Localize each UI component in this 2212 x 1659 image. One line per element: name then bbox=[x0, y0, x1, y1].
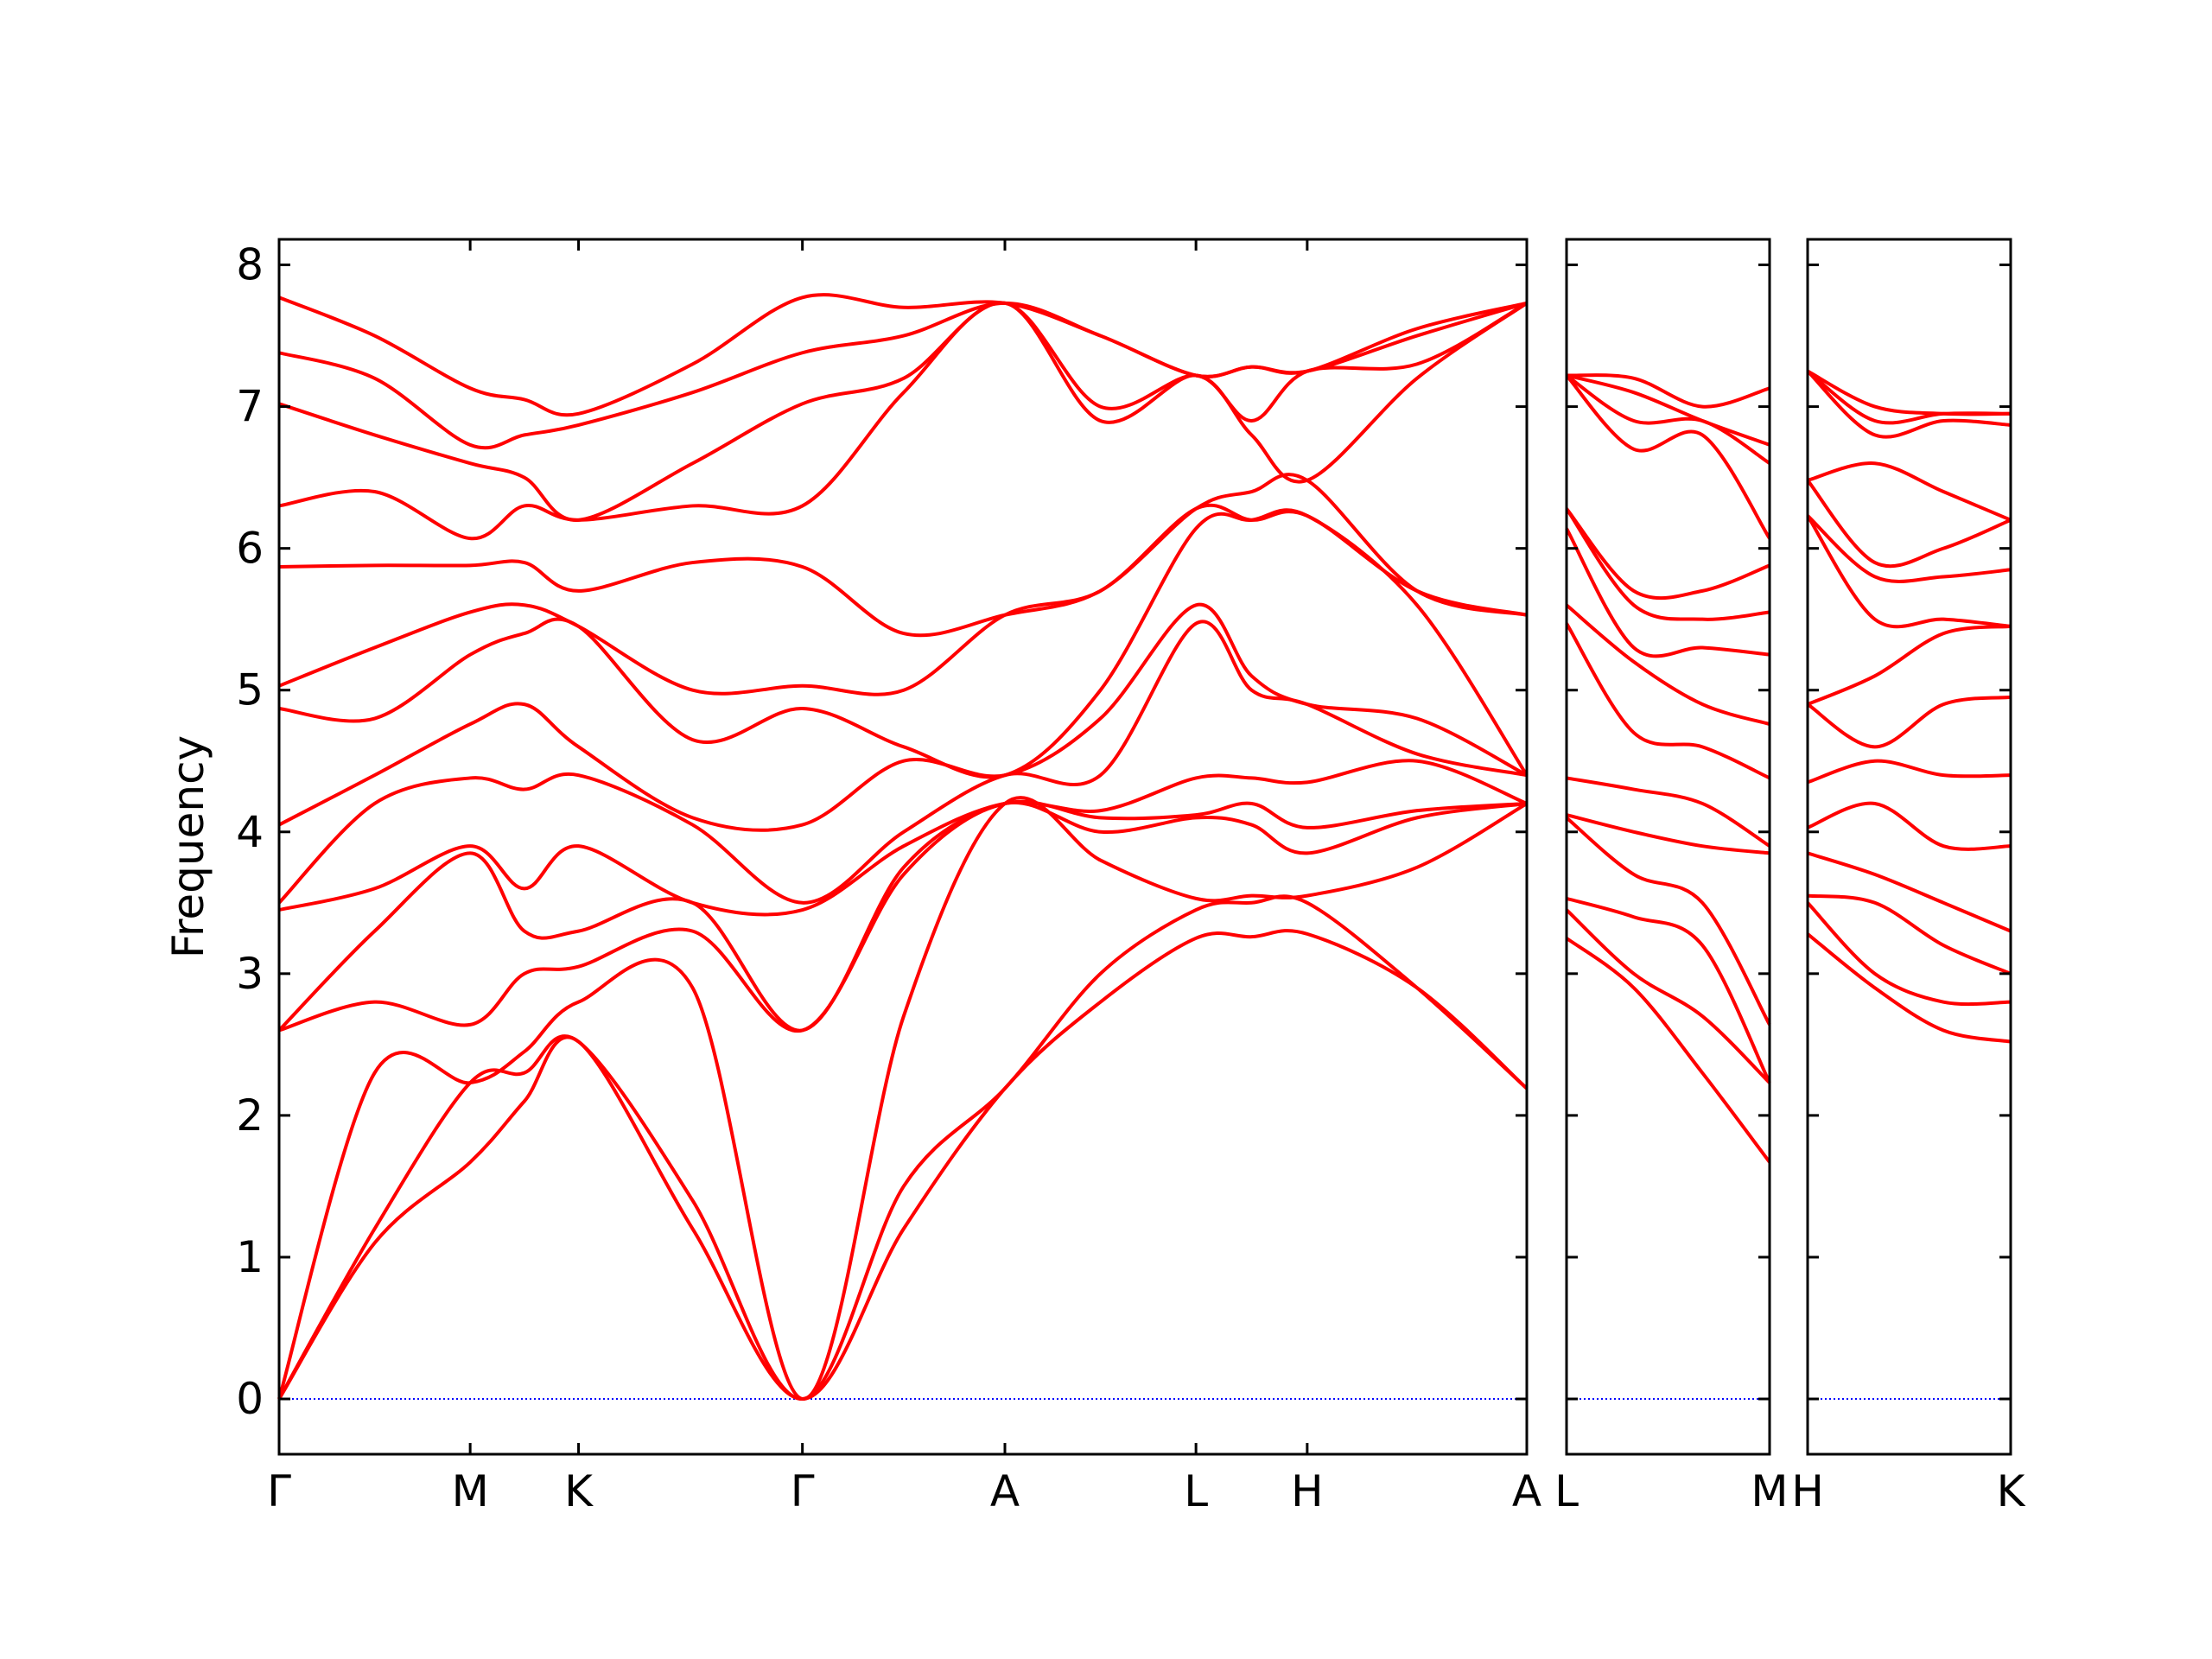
x-tick-label: A bbox=[1512, 1466, 1541, 1516]
band-line bbox=[278, 508, 1529, 779]
x-tick-label: K bbox=[564, 1466, 594, 1516]
plot-frame bbox=[1565, 238, 1771, 1456]
band-line bbox=[1565, 507, 1770, 601]
band-line bbox=[1565, 527, 1770, 658]
band-line bbox=[1806, 514, 2012, 629]
band-line bbox=[1807, 801, 2012, 851]
band-line bbox=[277, 894, 1529, 1402]
band-line bbox=[1806, 932, 2012, 1044]
y-tick-label: 2 bbox=[236, 1090, 264, 1141]
band-line bbox=[1566, 896, 1771, 1084]
x-tick-label: H bbox=[1791, 1466, 1824, 1516]
x-tick-label: H bbox=[1291, 1466, 1324, 1516]
band-line bbox=[277, 799, 1528, 1033]
band-line bbox=[1806, 514, 2012, 583]
band-line bbox=[1566, 776, 1771, 848]
x-tick-label: Γ bbox=[791, 1466, 815, 1516]
band-line bbox=[1806, 695, 2012, 749]
band-line bbox=[1565, 374, 1771, 540]
x-tick-label: A bbox=[990, 1466, 1020, 1516]
y-tick-label: 5 bbox=[236, 665, 264, 715]
band-line bbox=[278, 759, 1528, 917]
band-line bbox=[278, 473, 1528, 638]
y-tick-label: 6 bbox=[236, 524, 264, 574]
x-tick-label: M bbox=[452, 1466, 489, 1516]
y-tick-label: 3 bbox=[236, 949, 264, 999]
y-tick-label: 4 bbox=[236, 807, 264, 857]
band-line bbox=[1806, 479, 2012, 569]
band-line bbox=[1566, 813, 1770, 855]
y-tick-label: 0 bbox=[236, 1374, 264, 1424]
band-line bbox=[1807, 461, 2012, 522]
band-line bbox=[1807, 893, 2012, 976]
band-line bbox=[277, 929, 1529, 1402]
band-line bbox=[1807, 851, 2012, 933]
band-line bbox=[278, 602, 1528, 832]
band-line bbox=[278, 293, 1528, 417]
band-line bbox=[278, 301, 1528, 522]
y-tick-label: 1 bbox=[236, 1232, 264, 1282]
band-line bbox=[278, 503, 1528, 696]
band-line bbox=[1565, 908, 1771, 1084]
band-line bbox=[1807, 369, 2012, 416]
x-tick-label: M bbox=[1751, 1466, 1788, 1516]
band-line bbox=[277, 796, 1529, 1402]
band-line bbox=[1566, 373, 1770, 447]
x-tick-label: L bbox=[1184, 1466, 1208, 1516]
band-line bbox=[1565, 373, 1771, 465]
x-tick-label: Γ bbox=[267, 1466, 291, 1516]
band-line bbox=[1565, 622, 1770, 780]
band-line bbox=[1565, 507, 1770, 621]
x-tick-label: L bbox=[1554, 1466, 1579, 1516]
y-tick-label: 7 bbox=[236, 382, 264, 432]
band-line bbox=[1565, 603, 1770, 727]
x-tick-label: K bbox=[1997, 1466, 2026, 1516]
band-line bbox=[278, 301, 1529, 541]
plot-frame bbox=[277, 238, 1529, 1456]
band-line bbox=[1565, 937, 1771, 1164]
band-line bbox=[1806, 901, 2012, 1007]
band-line bbox=[1565, 816, 1771, 1026]
band-line bbox=[1806, 370, 2012, 439]
plot-frame bbox=[1806, 238, 2012, 1456]
y-tick-label: 8 bbox=[236, 240, 264, 290]
band-line bbox=[278, 301, 1528, 450]
band-line bbox=[1807, 759, 2012, 785]
band-line bbox=[1807, 624, 2012, 706]
y-axis-label: Frequency bbox=[163, 735, 213, 958]
band-line bbox=[278, 800, 1528, 1033]
band-line bbox=[1566, 373, 1770, 409]
